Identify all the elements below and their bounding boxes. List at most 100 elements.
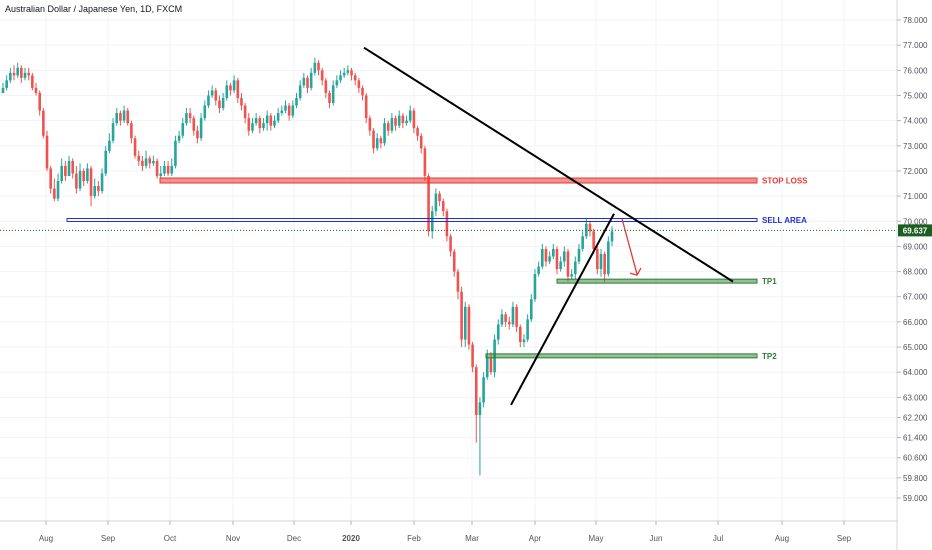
candle-body (12, 72, 16, 76)
candle-body (434, 193, 438, 212)
candle-body (485, 357, 489, 378)
sell-area-label: SELL AREA (762, 216, 807, 225)
candle-body (122, 110, 126, 121)
x-tick-label: Aug (39, 534, 53, 543)
candle-body (159, 173, 163, 176)
candle-body (67, 160, 71, 176)
candle-body (214, 90, 218, 101)
candle-body (405, 120, 408, 124)
candle-body (397, 115, 401, 126)
y-tick-label: 78.000 (903, 16, 928, 25)
x-tick-label: Feb (407, 534, 421, 543)
candle-body (269, 115, 273, 126)
candle-body (610, 231, 614, 242)
candle-body (196, 130, 199, 139)
current-price-badge: 69.637 (898, 224, 932, 237)
descending-trendline (363, 46, 734, 283)
candle-body (56, 181, 60, 199)
candle-body (317, 62, 320, 71)
candle-body (9, 72, 12, 81)
sell-area-band (66, 218, 758, 223)
candle-body (607, 241, 610, 275)
candle-body (152, 160, 155, 164)
candle-body (137, 155, 141, 161)
candle-body (119, 113, 122, 121)
candle-body (401, 115, 405, 124)
candle-body (496, 324, 500, 340)
candle-body (236, 80, 240, 98)
candle-body (251, 123, 254, 131)
candle-body (148, 158, 152, 164)
candle-body (295, 97, 298, 106)
y-tick-label: 63.000 (903, 393, 928, 402)
candle-body (379, 138, 383, 144)
candle-body (449, 236, 452, 252)
candle-body (31, 75, 34, 88)
candle-body (419, 135, 423, 149)
candle-body (585, 223, 588, 237)
tp2-band (485, 353, 758, 359)
candle-body (108, 140, 111, 151)
candle-body (115, 113, 119, 124)
candle-body (460, 291, 463, 340)
candle-body (207, 95, 210, 106)
candle-body (273, 120, 276, 126)
candle-body (16, 67, 19, 76)
candle-body (603, 253, 606, 275)
candle-body (445, 211, 449, 237)
target-arrow-shaft (621, 218, 638, 275)
candle-body (38, 92, 41, 111)
x-tick-label: Sep (837, 534, 852, 543)
x-tick-label: 2020 (342, 534, 360, 543)
y-tick-label: 60.600 (903, 454, 928, 463)
candle-body (537, 266, 540, 275)
candle-body (27, 72, 30, 76)
candle-body (357, 80, 361, 88)
candle-body (284, 105, 287, 111)
candle-body (133, 138, 137, 156)
candle-body (438, 193, 441, 202)
x-tick-label: Jul (713, 534, 723, 543)
y-tick-label: 72.000 (903, 167, 928, 176)
y-tick-label: 59.000 (903, 494, 928, 503)
candle-body (232, 80, 236, 91)
trendlines-group (363, 46, 734, 406)
x-tick-label: Dec (287, 534, 301, 543)
candle-body (540, 248, 544, 267)
candle-body (522, 339, 526, 343)
x-tick-label: Aug (775, 534, 789, 543)
candle-body (507, 321, 511, 325)
candle-body (368, 118, 372, 131)
candle-body (375, 138, 379, 149)
candle-body (280, 110, 284, 114)
candle-body (456, 271, 460, 292)
candle-body (416, 128, 419, 136)
candle-body (100, 173, 104, 192)
candle-body (309, 72, 313, 88)
candle-body (181, 123, 185, 136)
candle-body (394, 118, 397, 126)
candle-body (324, 80, 328, 93)
candle-body (229, 85, 232, 91)
y-axis-ticks: 78.000 77.000 76.000 75.000 74.000 73.000 72.0… (897, 16, 928, 503)
candle-body (353, 75, 357, 81)
y-tick-label: 71.000 (903, 192, 928, 201)
y-tick-label: 68.000 (903, 268, 928, 277)
candle-body (489, 357, 493, 373)
candle-body (258, 118, 262, 129)
candle-body (386, 123, 390, 131)
candle-body (350, 70, 353, 76)
x-tick-label: Oct (164, 534, 177, 543)
candle-body (482, 377, 485, 403)
y-tick-label: 70.000 (903, 217, 928, 226)
y-tick-label: 61.400 (903, 434, 928, 443)
candle-body (240, 97, 243, 106)
x-tick-label: Apr (529, 534, 542, 543)
candle-body (221, 97, 225, 109)
candle-body (320, 70, 324, 81)
candle-body (291, 105, 295, 116)
candle-body (515, 306, 518, 327)
candle-body (361, 87, 364, 96)
x-tick-label: Jun (650, 534, 663, 543)
